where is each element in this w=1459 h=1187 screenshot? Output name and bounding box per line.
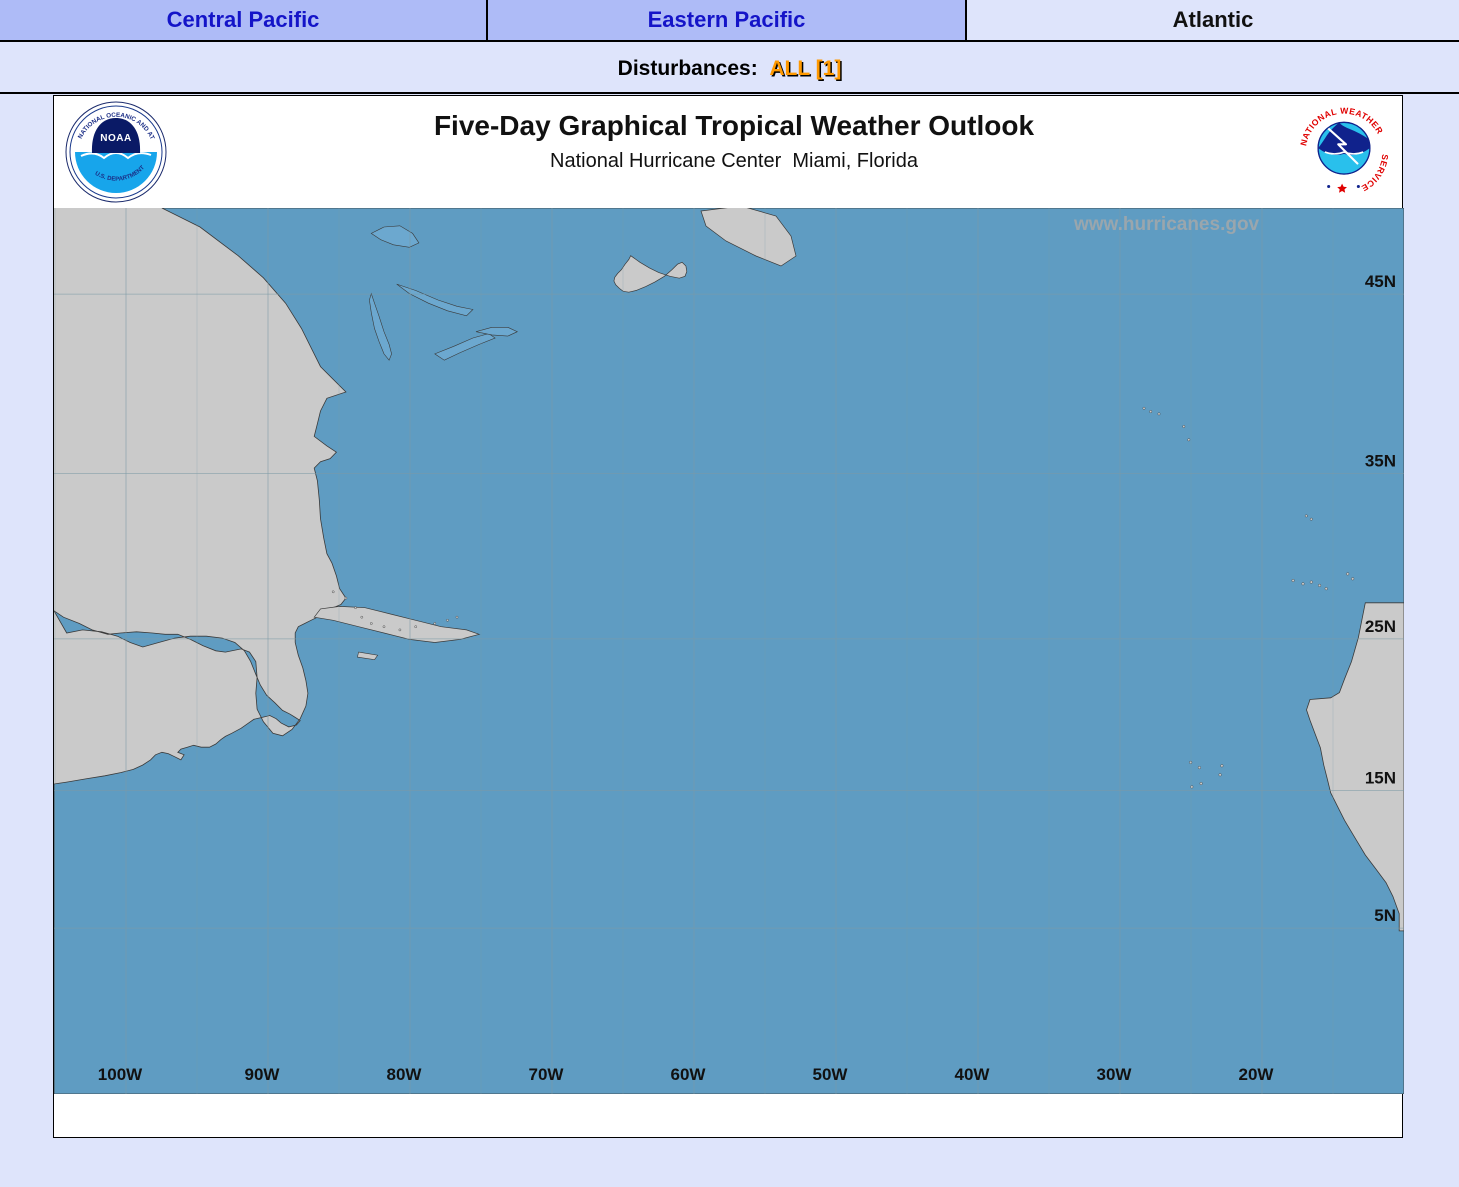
svg-text:15N: 15N: [1365, 768, 1396, 787]
svg-text:30W: 30W: [1097, 1065, 1133, 1084]
svg-text:45N: 45N: [1365, 272, 1396, 291]
svg-text:80W: 80W: [387, 1065, 423, 1084]
svg-text:40W: 40W: [955, 1065, 991, 1084]
svg-text:www.hurricanes.gov: www.hurricanes.gov: [1073, 214, 1260, 235]
svg-text:50W: 50W: [813, 1065, 849, 1084]
svg-text:25N: 25N: [1365, 617, 1396, 636]
svg-text:60W: 60W: [671, 1065, 707, 1084]
svg-text:35N: 35N: [1365, 451, 1396, 470]
svg-text:20W: 20W: [1239, 1065, 1275, 1084]
svg-text:5N: 5N: [1374, 906, 1396, 925]
svg-text:NOAA: NOAA: [100, 133, 131, 144]
svg-text:70W: 70W: [529, 1065, 565, 1084]
svg-text:90W: 90W: [245, 1065, 281, 1084]
svg-text:100W: 100W: [98, 1065, 143, 1084]
